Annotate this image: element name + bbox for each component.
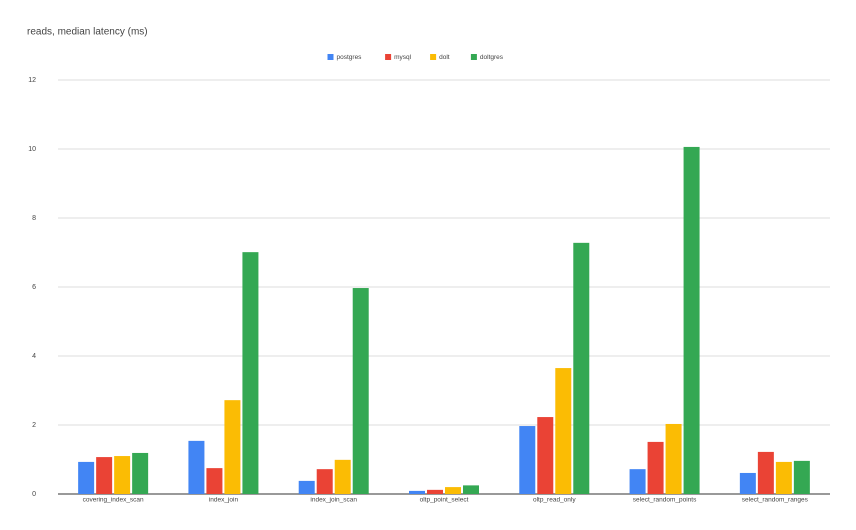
- chart-title: reads, median latency (ms): [27, 27, 148, 38]
- legend-label: postgres: [337, 54, 363, 61]
- bar: [352, 288, 369, 494]
- bar: [573, 242, 590, 494]
- x-tick-label: covering_index_scan: [83, 497, 144, 504]
- legend-swatch: [327, 54, 334, 60]
- y-tick-label: 12: [28, 77, 36, 84]
- bar: [96, 457, 113, 494]
- bar: [463, 485, 479, 494]
- bar: [445, 487, 461, 494]
- bar: [114, 456, 131, 494]
- bar: [647, 441, 664, 494]
- bar: [683, 146, 700, 494]
- bar: [206, 468, 223, 494]
- y-tick-label: 4: [32, 353, 36, 360]
- bar: [757, 451, 774, 494]
- y-tick-label: 10: [28, 146, 36, 153]
- bar: [793, 460, 810, 494]
- y-tick-label: 6: [32, 284, 36, 291]
- bar: [555, 368, 572, 494]
- bar: [537, 417, 554, 494]
- y-tick-label: 0: [32, 491, 36, 498]
- legend-label: dolt: [439, 54, 450, 61]
- y-tick-label: 2: [32, 422, 36, 429]
- bar: [316, 469, 333, 494]
- x-tick-label: oltp_read_only: [533, 497, 576, 504]
- legend-label: mysql: [394, 54, 412, 61]
- bar: [665, 423, 682, 494]
- legend-label: doltgres: [480, 54, 504, 61]
- x-tick-label: index_join_scan: [310, 497, 357, 504]
- legend-swatch: [385, 54, 392, 60]
- bar: [775, 461, 792, 494]
- bar: [224, 400, 241, 494]
- x-tick-label: select_random_ranges: [742, 497, 809, 504]
- x-tick-label: index_join: [209, 497, 239, 504]
- bar: [629, 469, 646, 494]
- bar: [519, 426, 536, 494]
- bar: [188, 440, 205, 494]
- bar: [298, 480, 315, 494]
- bar: [739, 472, 756, 494]
- bar: [409, 490, 425, 494]
- y-tick-label: 8: [32, 215, 36, 222]
- legend-swatch: [430, 54, 437, 60]
- bar: [334, 459, 351, 494]
- bar: [427, 489, 443, 494]
- x-tick-label: select_random_points: [633, 497, 697, 504]
- bar: [132, 452, 149, 494]
- x-tick-label: oltp_point_select: [420, 497, 469, 504]
- bar: [242, 252, 259, 494]
- bar: [78, 461, 95, 494]
- legend-swatch: [470, 54, 477, 60]
